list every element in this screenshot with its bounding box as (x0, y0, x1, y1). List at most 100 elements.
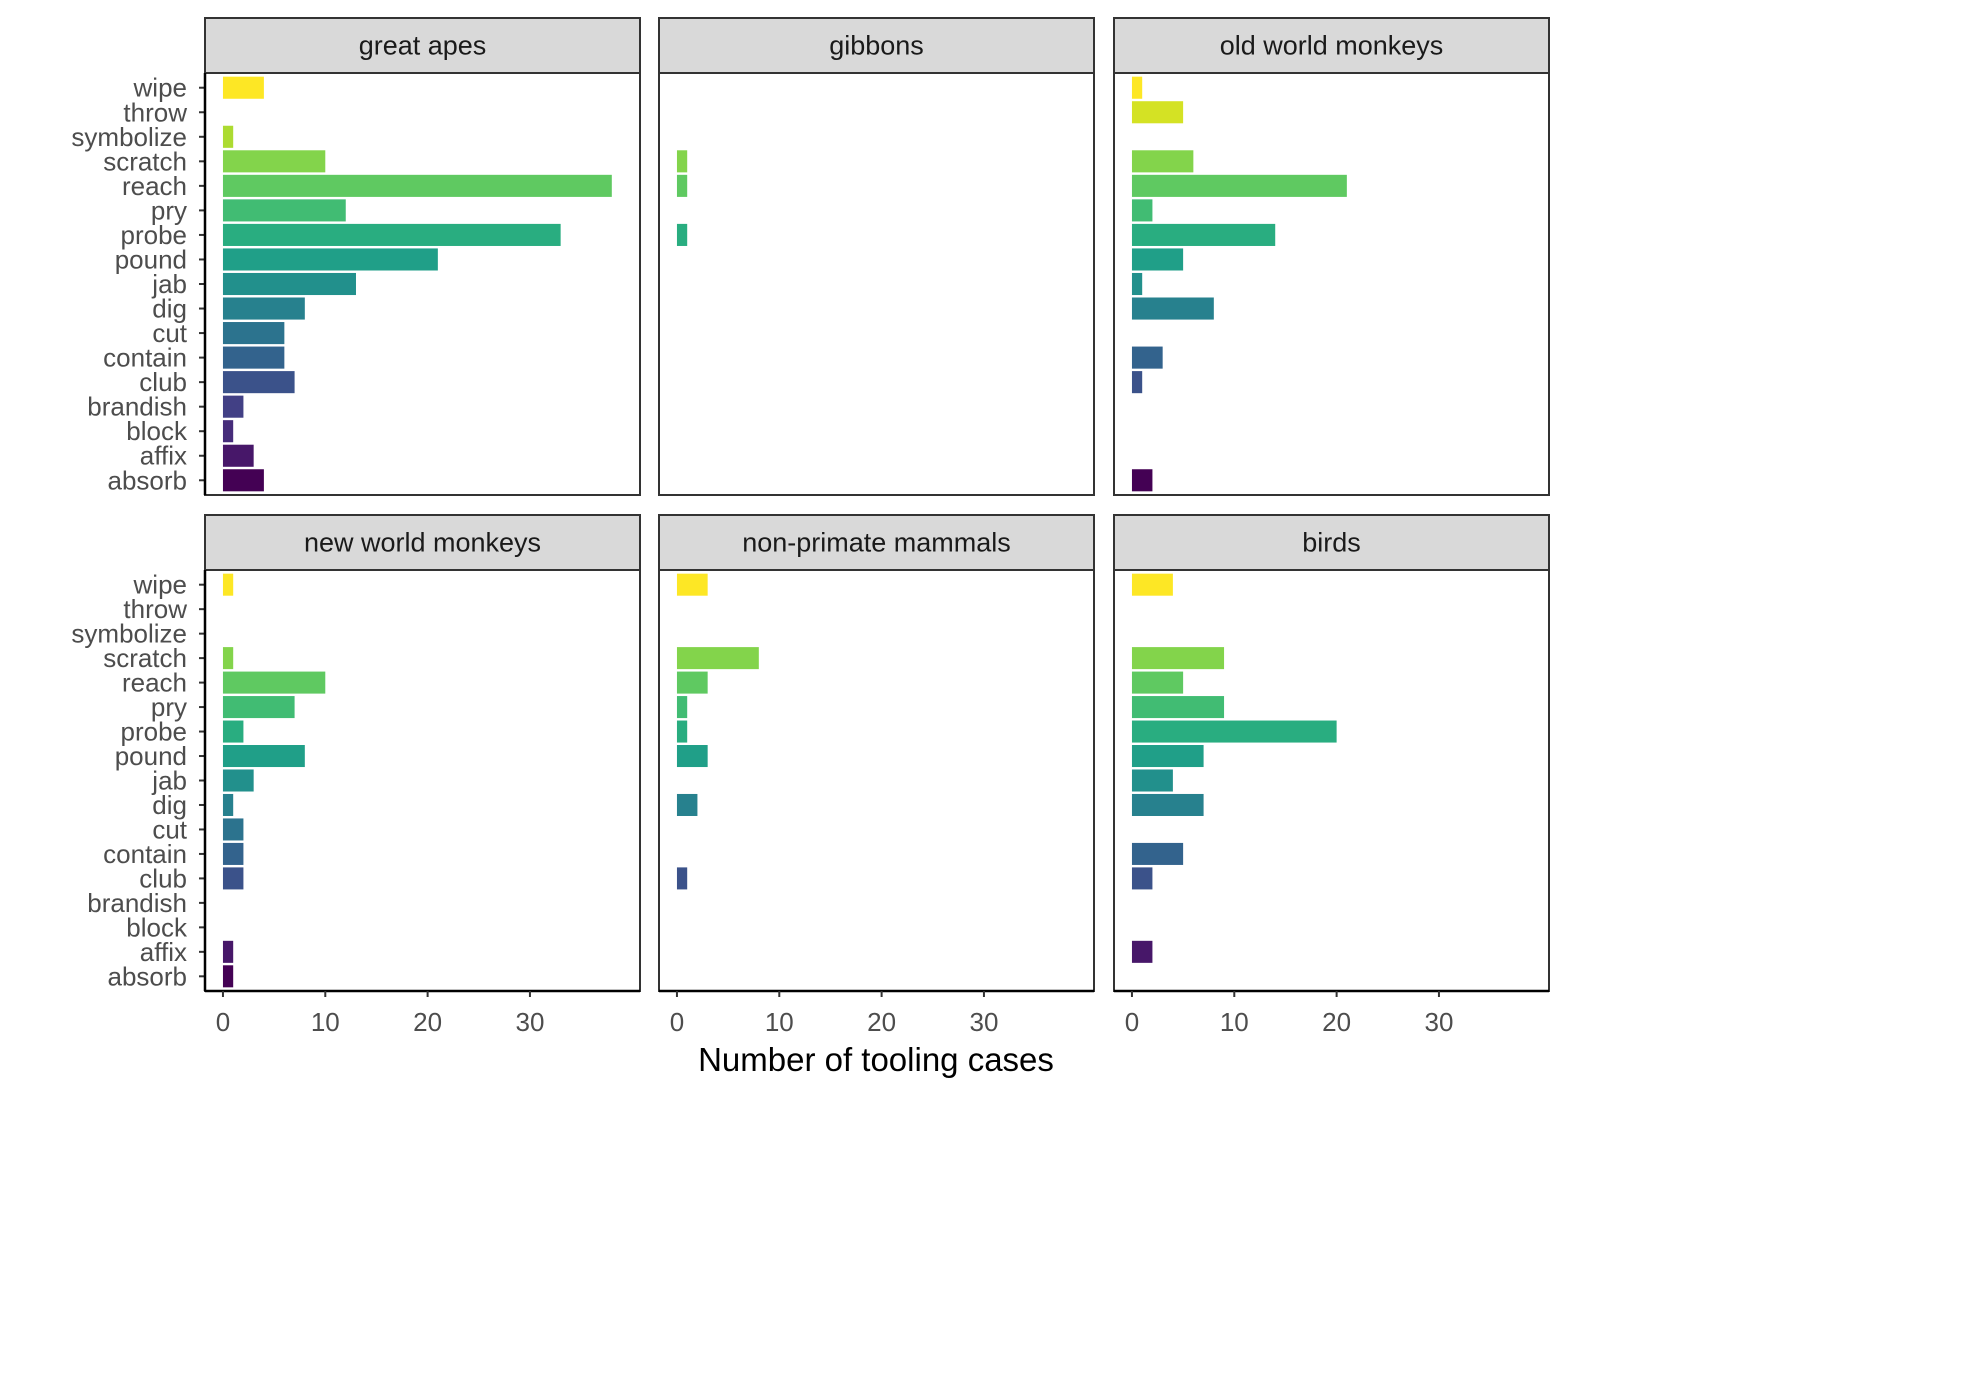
y-tick-label-block: block (126, 416, 188, 446)
facet-new-world-monkeys: new world monkeys absorbaffixblockbrandis… (71, 514, 641, 1037)
bar-birds-contain (1131, 842, 1184, 865)
facet-strip-non-primate-mammals (658, 514, 1095, 571)
y-tick-label-dig: dig (152, 294, 187, 324)
y-tick-label-affix: affix (140, 937, 187, 967)
bar-great-apes-absorb (222, 469, 264, 492)
bar-great-apes-affix (222, 444, 254, 467)
bar-great-apes-cut (222, 322, 285, 345)
facet-panel-gibbons (658, 72, 1095, 496)
bar-non-primate-mammals-club (676, 867, 688, 890)
facet-title-gibbons: gibbons (829, 31, 924, 61)
y-tick-label-cut: cut (152, 814, 187, 844)
bar-great-apes-wipe (222, 76, 264, 99)
bar-new-world-monkeys-probe (222, 720, 244, 743)
bar-birds-probe (1131, 720, 1337, 743)
y-tick-label-contain: contain (103, 839, 187, 869)
bar-old-world-monkeys-jab (1131, 272, 1143, 296)
bar-new-world-monkeys-cut (222, 818, 244, 841)
y-tick-label-symbolize: symbolize (71, 619, 187, 649)
bar-old-world-monkeys-pry (1131, 199, 1153, 222)
facet-panel-birds (1113, 569, 1550, 992)
y-tick-label-brandish: brandish (87, 392, 187, 422)
bar-great-apes-scratch (222, 150, 326, 173)
x-tick-label: 10 (311, 1007, 340, 1037)
bar-gibbons-scratch (676, 150, 688, 173)
y-tick-label-wipe: wipe (133, 570, 187, 600)
bar-great-apes-jab (222, 272, 356, 296)
x-tick-label: 0 (1125, 1007, 1139, 1037)
bar-non-primate-mammals-reach (676, 671, 708, 694)
bar-old-world-monkeys-absorb (1131, 469, 1153, 492)
x-tick-label: 10 (1220, 1007, 1249, 1037)
y-tick-label-probe: probe (121, 220, 188, 250)
bar-old-world-monkeys-throw (1131, 101, 1184, 124)
facet-title-new-world-monkeys: new world monkeys (304, 528, 541, 558)
y-tick-label-wipe: wipe (133, 73, 187, 103)
bar-great-apes-club (222, 371, 295, 394)
bar-gibbons-probe (676, 223, 688, 246)
y-tick-label-jab: jab (151, 766, 187, 796)
bar-non-primate-mammals-scratch (676, 647, 759, 670)
facet-strip-birds (1113, 514, 1550, 571)
x-tick-label: 30 (969, 1007, 998, 1037)
x-tick-label: 20 (1322, 1007, 1351, 1037)
bar-old-world-monkeys-pound (1131, 248, 1184, 271)
facet-birds: birds 0 10 20 30 (1113, 514, 1550, 1037)
y-tick-label-pound: pound (115, 741, 187, 771)
y-tick-label-absorb: absorb (108, 465, 188, 495)
y-tick-label-pound: pound (115, 244, 187, 274)
bar-birds-dig (1131, 793, 1204, 816)
bar-birds-reach (1131, 671, 1184, 694)
bar-gibbons-reach (676, 174, 688, 197)
bar-new-world-monkeys-pry (222, 696, 295, 719)
faceted-bar-chart: great apesabsorbaffixblockbrandishclubco… (71, 17, 1550, 1078)
bar-old-world-monkeys-contain (1131, 346, 1163, 369)
bar-new-world-monkeys-wipe (222, 573, 234, 596)
bar-great-apes-block (222, 420, 234, 443)
bar-non-primate-mammals-dig (676, 793, 698, 816)
bar-new-world-monkeys-scratch (222, 647, 234, 670)
facet-old-world-monkeys: old world monkeys (1113, 17, 1550, 496)
bar-old-world-monkeys-scratch (1131, 150, 1194, 173)
bar-non-primate-mammals-pound (676, 745, 708, 768)
bar-great-apes-symbolize (222, 125, 234, 148)
bar-birds-club (1131, 867, 1153, 890)
bar-great-apes-brandish (222, 395, 244, 418)
y-tick-label-jab: jab (151, 269, 187, 299)
x-tick-label: 0 (670, 1007, 684, 1037)
y-tick-label-club: club (139, 367, 187, 397)
bar-new-world-monkeys-dig (222, 793, 234, 816)
y-tick-label-throw: throw (123, 594, 187, 624)
y-tick-label-pry: pry (151, 195, 187, 225)
bar-old-world-monkeys-dig (1131, 297, 1214, 320)
facet-title-birds: birds (1302, 528, 1361, 558)
y-tick-label-dig: dig (152, 790, 187, 820)
bar-non-primate-mammals-probe (676, 720, 688, 743)
facet-gibbons: gibbons (658, 17, 1095, 496)
y-tick-label-brandish: brandish (87, 888, 187, 918)
y-tick-label-contain: contain (103, 343, 187, 373)
bar-great-apes-probe (222, 223, 561, 246)
facet-panel-old-world-monkeys (1113, 72, 1550, 496)
x-tick-label: 20 (867, 1007, 896, 1037)
bar-birds-wipe (1131, 573, 1173, 596)
facet-non-primate-mammals: non-primate mammals 0 10 20 30 (658, 514, 1095, 1037)
x-tick-label: 20 (413, 1007, 442, 1037)
y-tick-label-reach: reach (122, 668, 187, 698)
bar-old-world-monkeys-wipe (1131, 76, 1143, 99)
facet-strip-gibbons (658, 17, 1095, 74)
bar-new-world-monkeys-jab (222, 769, 254, 792)
y-tick-label-block: block (126, 912, 188, 942)
x-tick-label: 30 (1424, 1007, 1453, 1037)
x-tick-label: 0 (216, 1007, 230, 1037)
bar-new-world-monkeys-absorb (222, 965, 234, 988)
bar-non-primate-mammals-wipe (676, 573, 708, 596)
facet-panel-new-world-monkeys (204, 569, 641, 992)
y-tick-label-reach: reach (122, 171, 187, 201)
y-tick-label-scratch: scratch (103, 643, 187, 673)
facet-strip-great-apes (204, 17, 641, 74)
facet-panel-non-primate-mammals (658, 569, 1095, 992)
y-tick-label-symbolize: symbolize (71, 122, 187, 152)
y-tick-label-club: club (139, 863, 187, 893)
y-tick-label-absorb: absorb (108, 961, 188, 991)
